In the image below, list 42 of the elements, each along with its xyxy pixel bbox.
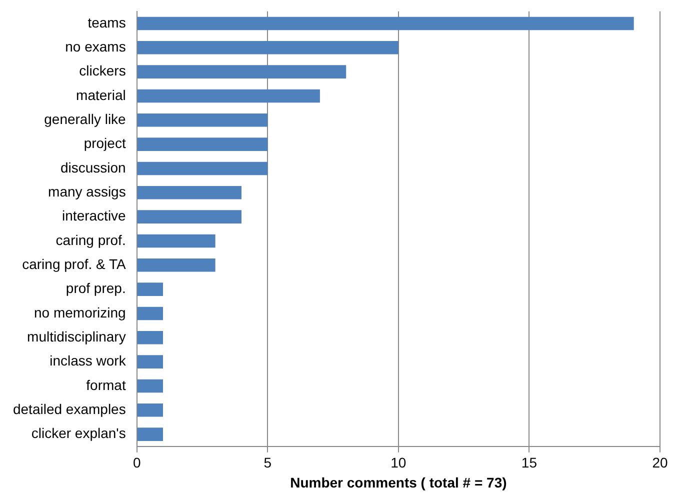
bar [137, 234, 216, 248]
bar [137, 16, 634, 30]
x-tick-label: 5 [264, 454, 272, 471]
bar [137, 138, 268, 151]
y-tick-label: no memorizing [34, 304, 126, 320]
y-tick-label: clickers [79, 62, 126, 79]
bar [137, 162, 268, 176]
bar [137, 210, 242, 224]
y-tick-label: caring prof. & TA [22, 256, 127, 272]
bar [137, 65, 346, 78]
y-tick-label: teams [88, 14, 126, 30]
y-tick-label: detailed examples [12, 401, 126, 418]
bar [137, 186, 242, 200]
y-tick-label: caring prof. [56, 232, 126, 248]
y-tick-label: project [84, 135, 126, 152]
bar [137, 282, 164, 296]
y-tick-label: generally like [44, 111, 126, 128]
y-tick-label: interactive [62, 208, 126, 224]
bar [137, 306, 164, 320]
bar [137, 379, 164, 393]
bar [137, 41, 398, 54]
bar [137, 331, 164, 344]
y-tick-label: clicker explan's [31, 425, 126, 442]
y-tick-label: no exams [65, 38, 126, 55]
bar [137, 355, 164, 368]
x-tick-label: 15 [521, 454, 538, 471]
y-tick-label: multidisciplinary [27, 328, 126, 345]
x-tick-label: 10 [390, 454, 406, 471]
bar [137, 428, 164, 441]
y-tick-label: discussion [60, 159, 126, 176]
y-tick-label: material [76, 86, 126, 103]
bar [137, 404, 164, 417]
x-tick-label: 0 [132, 454, 141, 471]
bar [137, 114, 268, 127]
bar [137, 89, 320, 103]
y-tick-label: format [86, 376, 126, 393]
bar [137, 258, 216, 272]
x-axis-title: Number comments ( total # = 73) [290, 474, 507, 490]
y-tick-label: many assigs [48, 184, 126, 200]
y-tick-label: inclass work [50, 352, 127, 369]
y-tick-label: prof prep. [66, 280, 126, 296]
x-tick-label: 20 [652, 454, 668, 471]
